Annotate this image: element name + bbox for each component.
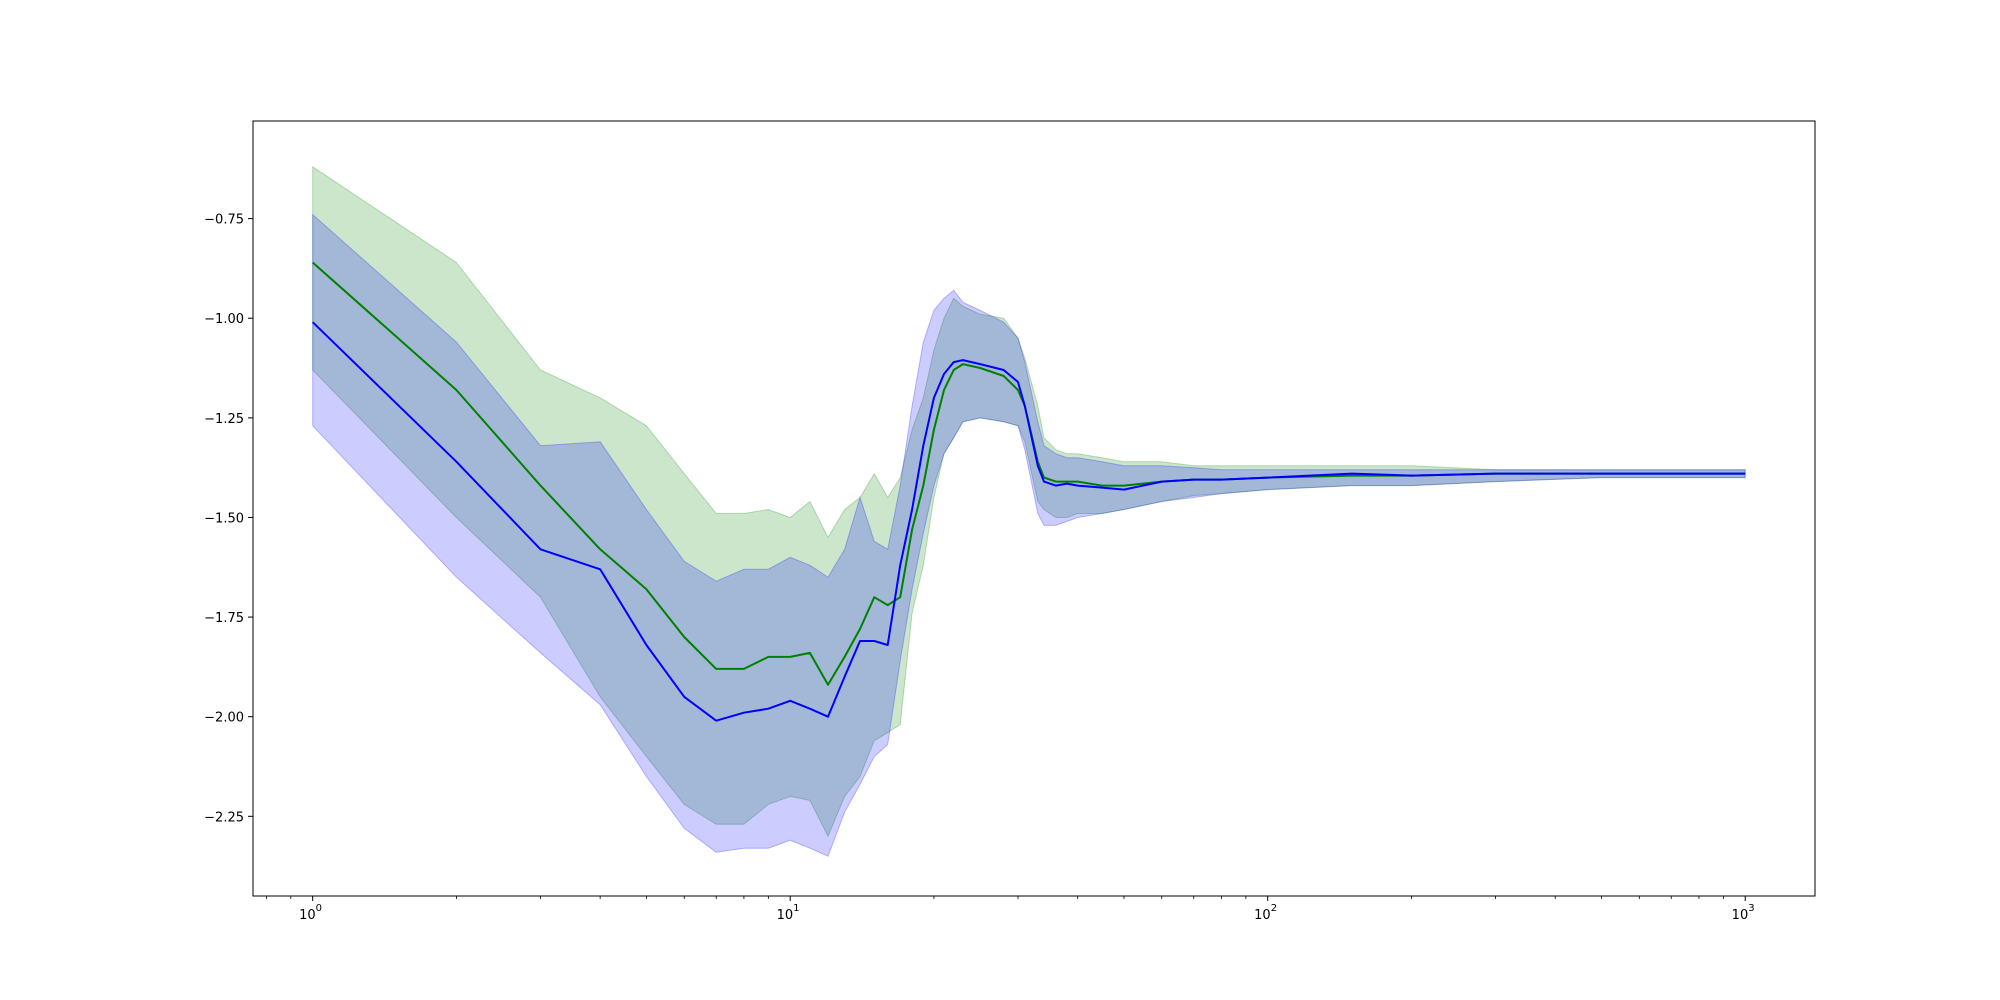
y-tick-label: −1.25 (204, 412, 244, 427)
x-tick-base: 10 (1254, 908, 1271, 923)
x-tick-label: 10 3 (1732, 903, 1755, 923)
series-line-2 (312, 321, 1746, 722)
x-axis: 10 0 10 1 10 2 10 3 (265, 896, 1755, 923)
y-tick-label: −1.00 (204, 312, 244, 327)
plot-frame (252, 120, 1816, 897)
y-tick-label: −2.25 (204, 810, 244, 825)
y-tick-label: −1.50 (204, 511, 244, 526)
y-tick-label: −0.75 (204, 213, 244, 228)
x-tick-exponent: 1 (793, 903, 799, 914)
x-tick-base: 10 (777, 908, 794, 923)
x-tick-exponent: 0 (316, 903, 322, 914)
x-tick-exponent: 3 (1748, 903, 1754, 914)
confidence-bands (312, 165, 1746, 857)
y-tick-label: −2.00 (204, 711, 244, 726)
x-tick-base: 10 (299, 908, 316, 923)
x-tick-exponent: 2 (1271, 903, 1277, 914)
confidence-band-2 (312, 213, 1746, 857)
x-tick-base: 10 (1732, 908, 1749, 923)
y-tick-label: −1.75 (204, 611, 244, 626)
x-tick-label: 10 2 (1254, 903, 1277, 923)
x-tick-label: 10 0 (299, 903, 322, 923)
series-lines (312, 261, 1746, 722)
y-axis: −0.75 −1.00 −1.25 −1.50 −1.75 −2.00 −2.25 (204, 213, 253, 825)
confidence-band-1 (312, 165, 1746, 838)
x-tick-label: 10 1 (777, 903, 800, 923)
